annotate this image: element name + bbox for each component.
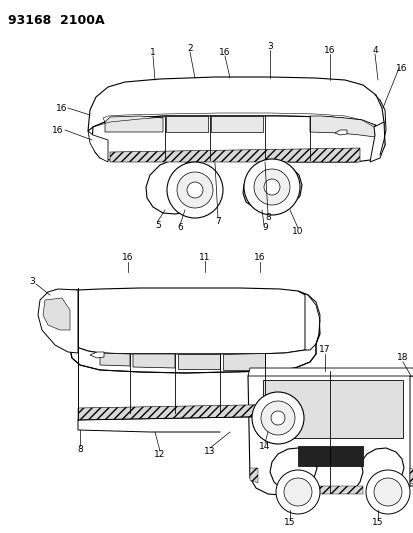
Polygon shape <box>133 354 175 368</box>
Text: 18: 18 <box>396 353 408 362</box>
Text: 1: 1 <box>150 47 156 56</box>
Text: 8: 8 <box>77 446 83 455</box>
Polygon shape <box>166 116 207 132</box>
Text: 13: 13 <box>204 448 215 456</box>
Polygon shape <box>211 116 262 132</box>
Text: 2: 2 <box>187 44 192 52</box>
Polygon shape <box>88 131 108 162</box>
Text: 15: 15 <box>284 519 295 528</box>
Text: 16: 16 <box>219 47 230 56</box>
Text: 5: 5 <box>155 221 161 230</box>
Text: 16: 16 <box>323 45 335 54</box>
Text: 11: 11 <box>199 253 210 262</box>
Text: 3: 3 <box>266 42 272 51</box>
Text: 17: 17 <box>318 345 330 354</box>
Polygon shape <box>78 404 304 420</box>
Polygon shape <box>105 116 163 132</box>
Polygon shape <box>178 354 219 369</box>
Circle shape <box>365 470 409 514</box>
Polygon shape <box>68 340 315 373</box>
Polygon shape <box>110 148 359 162</box>
Polygon shape <box>88 77 383 131</box>
Circle shape <box>187 182 202 198</box>
Circle shape <box>254 169 289 205</box>
Circle shape <box>177 172 212 208</box>
Circle shape <box>373 478 401 506</box>
Text: 15: 15 <box>371 519 383 528</box>
Text: 10: 10 <box>292 228 303 237</box>
Text: 9: 9 <box>261 223 267 232</box>
Circle shape <box>271 411 284 425</box>
Bar <box>297 446 362 466</box>
Polygon shape <box>90 352 104 358</box>
Text: 16: 16 <box>52 125 64 134</box>
Polygon shape <box>38 289 78 353</box>
Circle shape <box>260 401 294 435</box>
Text: 16: 16 <box>122 254 133 262</box>
Circle shape <box>243 159 299 215</box>
Polygon shape <box>223 353 264 370</box>
Circle shape <box>283 478 311 506</box>
Polygon shape <box>92 116 384 214</box>
Polygon shape <box>262 380 402 438</box>
Polygon shape <box>309 116 374 137</box>
Text: 7: 7 <box>215 217 221 227</box>
Polygon shape <box>297 291 319 350</box>
Text: 6: 6 <box>177 223 183 232</box>
Polygon shape <box>43 298 70 330</box>
Polygon shape <box>292 486 362 494</box>
Text: 16: 16 <box>395 63 407 72</box>
Polygon shape <box>55 288 319 354</box>
Circle shape <box>166 162 223 218</box>
Text: 16: 16 <box>254 254 265 262</box>
Polygon shape <box>247 371 412 496</box>
Circle shape <box>263 179 279 195</box>
Polygon shape <box>249 468 257 483</box>
Text: 93168  2100A: 93168 2100A <box>8 14 104 27</box>
Text: 16: 16 <box>56 103 68 112</box>
Circle shape <box>275 470 319 514</box>
Circle shape <box>252 392 303 444</box>
Text: 12: 12 <box>154 450 165 459</box>
Polygon shape <box>247 368 413 376</box>
Text: 8: 8 <box>264 214 270 222</box>
Polygon shape <box>409 468 413 486</box>
Polygon shape <box>100 353 130 366</box>
Text: 3: 3 <box>29 278 35 287</box>
Polygon shape <box>334 130 346 135</box>
Text: 4: 4 <box>371 45 377 54</box>
Polygon shape <box>409 376 413 486</box>
Polygon shape <box>369 122 384 162</box>
Text: 14: 14 <box>259 442 270 451</box>
